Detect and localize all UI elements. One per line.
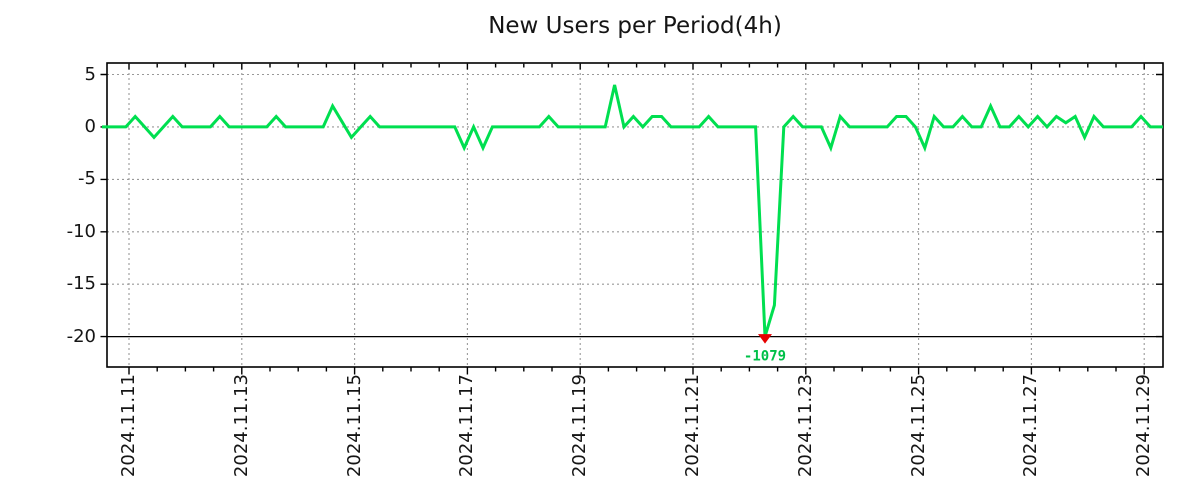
chart-title: New Users per Period(4h) xyxy=(488,13,782,39)
chart-canvas: -1079 xyxy=(100,62,1164,375)
x-tick-label: 2024.11.29 xyxy=(1133,374,1155,478)
x-tick-label: 2024.11.27 xyxy=(1020,374,1042,478)
y-tick-label: -5 xyxy=(78,168,96,190)
x-tick-label: 2024.11.15 xyxy=(343,374,365,478)
x-tick-label: 2024.11.11 xyxy=(118,374,139,478)
plot-area: -1079 xyxy=(100,62,1164,375)
x-tick-label: 2024.11.19 xyxy=(569,374,591,478)
gridlines xyxy=(107,63,1163,367)
y-tick-label: 0 xyxy=(84,115,96,137)
x-tick-label: 2024.11.13 xyxy=(230,374,252,478)
x-tick-label: 2024.11.21 xyxy=(682,374,703,478)
y-tick-label: -20 xyxy=(66,325,96,347)
y-tick-label: 5 xyxy=(84,63,96,85)
x-tick-label: 2024.11.17 xyxy=(456,374,478,478)
plot-frame xyxy=(106,62,1164,368)
clipped-value-label: -1079 xyxy=(744,349,786,365)
series-line xyxy=(102,84,1163,338)
x-tick-label: 2024.11.25 xyxy=(907,374,929,478)
y-tick-label: -10 xyxy=(66,220,96,242)
x-tick-label: 2024.11.23 xyxy=(794,374,816,478)
axis-ticks xyxy=(100,63,1163,375)
spike-marker-icon xyxy=(758,334,772,344)
y-tick-label: -15 xyxy=(66,273,96,295)
